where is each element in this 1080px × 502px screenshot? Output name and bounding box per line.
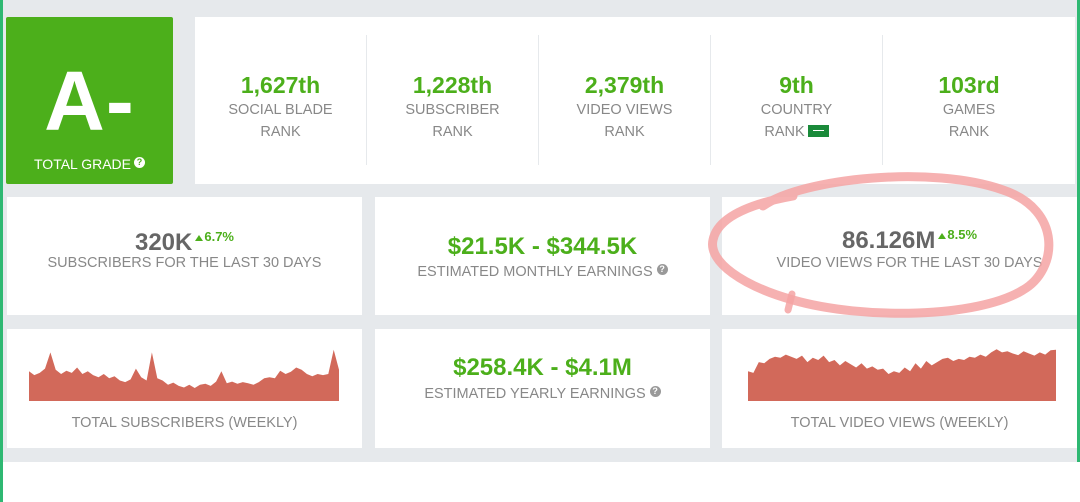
- rank-value: 2,379th: [584, 72, 665, 98]
- help-icon[interactable]: ?: [133, 157, 145, 168]
- rank-country: 9th COUNTRY RANK: [711, 35, 883, 165]
- rank-games: 103rd GAMES RANK: [883, 35, 1055, 165]
- views-weekly-label: TOTAL VIDEO VIEWS (WEEKLY): [790, 415, 1009, 431]
- views-30-value: 86.126M: [841, 227, 936, 254]
- rank-label: COUNTRY: [760, 102, 833, 118]
- views-weekly-card: TOTAL VIDEO VIEWS (WEEKLY): [722, 329, 1077, 448]
- up-arrow-icon: [938, 233, 947, 239]
- rank-label: GAMES: [942, 102, 996, 118]
- rank-label: RANK: [948, 124, 990, 140]
- rank-value: 1,627th: [240, 72, 321, 98]
- subscribers-30-delta: 6.7%: [204, 229, 234, 244]
- stat-row: $21.5K - $344.5K: [375, 233, 710, 261]
- rank-subscriber: 1,228th SUBSCRIBER RANK: [367, 35, 539, 165]
- subscribers-30-label: SUBSCRIBERS FOR THE LAST 30 DAYS: [47, 255, 322, 271]
- rank-social-blade: 1,627th SOCIAL BLADE RANK: [195, 35, 367, 165]
- total-grade-card: A- TOTAL GRADE?: [6, 17, 173, 184]
- rank-label: RANK: [604, 124, 645, 140]
- delta-badge: 6.7%: [195, 229, 234, 244]
- rank-value: 103rd: [938, 72, 1000, 98]
- yearly-earnings-value: $258.4K - $4.1M: [453, 354, 632, 381]
- highlight-stroke: [784, 290, 796, 314]
- views-30-label: VIDEO VIEWS FOR THE LAST 30 DAYS: [776, 255, 1043, 271]
- rank-label: SOCIAL BLADE: [228, 102, 333, 118]
- highlight-annotation-layer: [708, 172, 1054, 318]
- stat-row: 320K 6.7%: [7, 229, 362, 257]
- rank-label-row: RANK: [711, 122, 882, 142]
- stat-row: $258.4K - $4.1M: [375, 354, 710, 382]
- stat-label-row: ESTIMATED YEARLY EARNINGS?: [375, 386, 710, 402]
- rank-label: VIDEO VIEWS: [576, 102, 673, 118]
- stat-label-row: ESTIMATED MONTHLY EARNINGS?: [375, 264, 710, 280]
- rank-value: 9th: [779, 72, 814, 98]
- monthly-earnings-card: $21.5K - $344.5K ESTIMATED MONTHLY EARNI…: [375, 197, 710, 315]
- help-icon[interactable]: ?: [656, 264, 668, 275]
- rank-video-views: 2,379th VIDEO VIEWS RANK: [539, 35, 711, 165]
- grade-label-row: TOTAL GRADE?: [6, 156, 173, 172]
- highlight-circle: [708, 172, 1054, 318]
- grade-letter: A-: [44, 54, 135, 148]
- subscribers-weekly-sparkline: [29, 349, 339, 401]
- help-icon[interactable]: ?: [649, 386, 661, 397]
- subscribers-30-days-card: 320K 6.7% SUBSCRIBERS FOR THE LAST 30 DAY…: [7, 197, 362, 315]
- monthly-earnings-value: $21.5K - $344.5K: [447, 233, 638, 260]
- grade-label: TOTAL GRADE: [34, 156, 131, 172]
- rank-label: RANK: [764, 124, 805, 140]
- rank-label: RANK: [432, 124, 473, 140]
- sparkline-area: [748, 349, 1056, 401]
- delta-badge: 8.5%: [938, 227, 977, 242]
- ranks-card: 1,627th SOCIAL BLADE RANK 1,228th SUBSCR…: [195, 17, 1075, 184]
- subscribers-30-value: 320K: [134, 229, 193, 256]
- rank-value: 1,228th: [412, 72, 493, 98]
- up-arrow-icon: [195, 235, 204, 241]
- views-weekly-sparkline: [748, 349, 1056, 401]
- bottom-card: [3, 462, 1080, 502]
- saudi-flag-icon: [807, 125, 829, 137]
- yearly-earnings-card: $258.4K - $4.1M ESTIMATED YEARLY EARNING…: [375, 329, 710, 448]
- subscribers-weekly-card: TOTAL SUBSCRIBERS (WEEKLY): [7, 329, 362, 448]
- sparkline-area: [29, 349, 339, 401]
- stat-row: 86.126M 8.5%: [742, 227, 1077, 255]
- rank-label: RANK: [260, 124, 301, 140]
- views-30-delta: 8.5%: [947, 227, 978, 242]
- rank-label: SUBSCRIBER: [405, 102, 500, 118]
- subscribers-weekly-label: TOTAL SUBSCRIBERS (WEEKLY): [71, 415, 298, 431]
- monthly-earnings-label: ESTIMATED MONTHLY EARNINGS: [417, 264, 653, 280]
- yearly-earnings-label: ESTIMATED YEARLY EARNINGS: [424, 386, 646, 402]
